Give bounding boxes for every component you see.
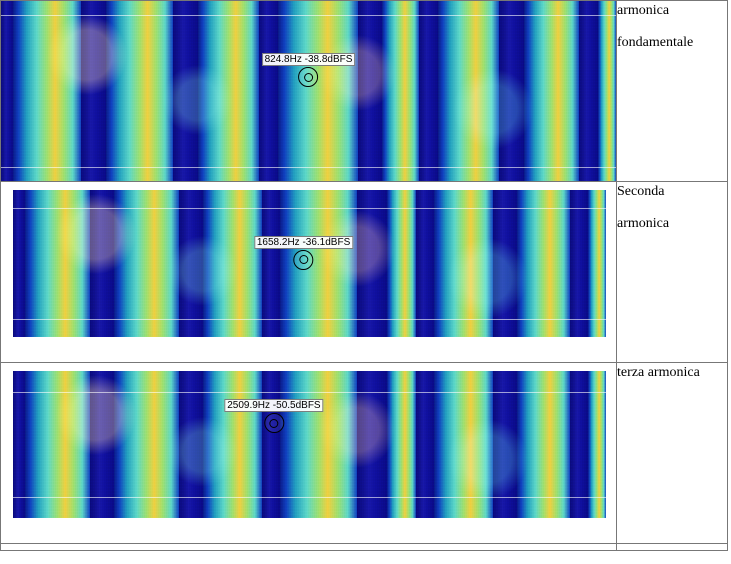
row-label-cell-0: armonica fondamentale [617, 1, 728, 182]
spectrogram-image: 1658.2Hz -36.1dBFS [13, 190, 606, 337]
row-label-line1: Seconda [617, 182, 727, 202]
spectrogram-cell-0: 824.8Hz -38.8dBFS [1, 1, 617, 182]
row-label-line2: fondamentale [617, 33, 727, 53]
row-label-cell-1: Seconda armonica [617, 182, 728, 363]
row-label-line1: armonica [617, 1, 727, 21]
row-label-line2: armonica [617, 214, 727, 234]
spectrogram-cell-2: 2509.9Hz -50.5dBFS [1, 363, 617, 544]
spectrogram-cell-1: 1658.2Hz -36.1dBFS [1, 182, 617, 363]
row-label-cell-2: terza armonica [617, 363, 728, 544]
row-label-line1: terza armonica [617, 363, 727, 383]
spectrogram-image: 2509.9Hz -50.5dBFS [13, 371, 606, 518]
harmonics-table: 824.8Hz -38.8dBFSarmonicafondamentale165… [0, 0, 728, 551]
spectrogram-image: 824.8Hz -38.8dBFS [1, 1, 616, 181]
